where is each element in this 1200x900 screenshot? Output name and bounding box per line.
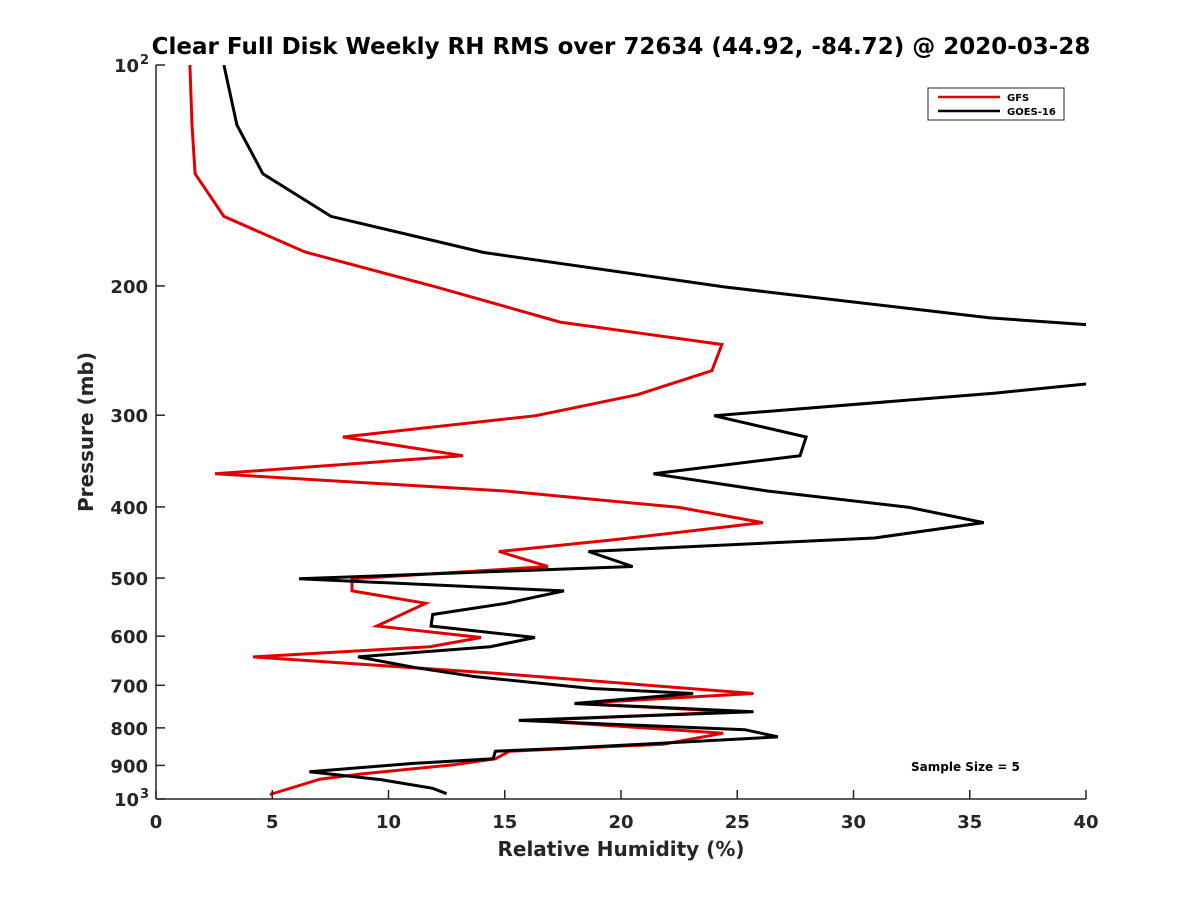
y-tick-label: 10 — [114, 790, 139, 811]
x-tick-label: 25 — [725, 812, 750, 833]
legend-box — [927, 87, 1065, 121]
x-tick-label: 15 — [492, 812, 517, 833]
y-tick-label: 600 — [110, 627, 148, 648]
x-tick-label: 35 — [957, 812, 982, 833]
legend-label-gfs: GFS — [1007, 93, 1029, 104]
x-tick-label: 20 — [608, 812, 633, 833]
x-tick-label: 10 — [376, 812, 401, 833]
legend-label-goes16: GOES-16 — [1007, 107, 1056, 118]
x-tick-label: 5 — [266, 812, 279, 833]
y-tick-exponent: 2 — [140, 53, 149, 68]
x-tick-label: 30 — [841, 812, 866, 833]
y-tick-label: 300 — [110, 406, 148, 427]
chart-title: Clear Full Disk Weekly RH RMS over 72634… — [152, 34, 1091, 60]
y-tick-label: 700 — [110, 676, 148, 697]
y-tick-label: 500 — [110, 569, 148, 590]
sample-size-annotation: Sample Size = 5 — [911, 760, 1020, 774]
y-tick-label: 200 — [110, 277, 148, 298]
x-tick-label: 0 — [150, 812, 163, 833]
series-layer — [188, 65, 1086, 796]
series-line-goes16 — [222, 65, 1086, 796]
y-tick-label: 10 — [114, 56, 139, 77]
y-tick-label: 900 — [110, 756, 148, 777]
y-tick-label: 400 — [110, 498, 148, 519]
x-axis-label: Relative Humidity (%) — [497, 837, 744, 861]
x-tick-label: 40 — [1073, 812, 1098, 833]
y-tick-label: 800 — [110, 719, 148, 740]
y-tick-exponent: 3 — [140, 787, 149, 802]
x-ticks: 0 5 10 15 20 25 30 35 40 — [150, 790, 1099, 833]
legend: GFS GOES-16 — [927, 87, 1065, 121]
y-axis-label: Pressure (mb) — [74, 352, 98, 512]
